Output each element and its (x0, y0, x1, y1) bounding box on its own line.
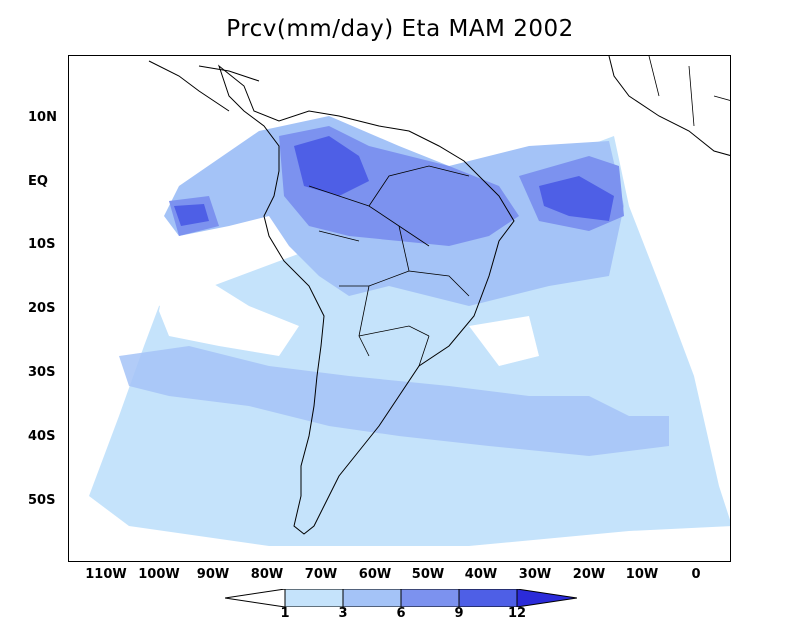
colorbar-label-9: 9 (454, 606, 464, 621)
colorbar-segment-9-12 (458, 589, 518, 607)
y-axis-label-50s: 50S (28, 493, 56, 508)
colorbar-segment-3-6 (342, 589, 402, 607)
precip-map (89, 56, 730, 546)
x-axis-label-50w: 50W (411, 567, 445, 582)
south-america-coastline (217, 64, 515, 535)
colorbar (225, 589, 577, 607)
map-title: Prcv(mm/day) Eta MAM 2002 (226, 16, 574, 42)
x-axis-label-10w: 10W (625, 567, 659, 582)
y-axis-label-20s: 20S (28, 301, 56, 316)
precip-level-4-area (294, 136, 369, 196)
africa-borders (648, 56, 730, 127)
x-axis-label-40w: 40W (464, 567, 498, 582)
y-axis-label-10n: 10N (28, 110, 57, 125)
dry-area (159, 256, 299, 356)
colorbar-segment-6-9 (400, 589, 460, 607)
precip-level-4-area (174, 204, 209, 226)
x-axis-label-20w: 20W (572, 567, 606, 582)
colorbar-label-6: 6 (396, 606, 406, 621)
x-axis-label-90w: 90W (196, 567, 230, 582)
x-axis-label-70w: 70W (304, 567, 338, 582)
y-axis-label-eq: EQ (28, 174, 48, 189)
y-axis-label-40s: 40S (28, 429, 56, 444)
dry-area (469, 316, 539, 366)
y-axis-label-30s: 30S (28, 365, 56, 380)
country-borders (308, 165, 470, 367)
x-axis-label-0: 0 (691, 567, 701, 582)
y-axis-label-10s: 10S (28, 237, 56, 252)
colorbar-label-12: 12 (507, 606, 527, 621)
precip-level-4-area (539, 176, 614, 221)
x-axis-label-30w: 30W (518, 567, 552, 582)
x-axis-label-100w: 100W (138, 567, 180, 582)
central-america-coastline (148, 60, 260, 112)
africa-coastline (608, 56, 730, 156)
x-axis-label-110w: 110W (85, 567, 127, 582)
colorbar-label-1: 1 (280, 606, 290, 621)
precip-level-2-area (119, 346, 669, 456)
colorbar-segment-below-1 (225, 589, 286, 607)
x-axis-label-60w: 60W (358, 567, 392, 582)
x-axis-label-80w: 80W (250, 567, 284, 582)
colorbar-label-3: 3 (338, 606, 348, 621)
colorbar-segment-1-3 (284, 589, 344, 607)
colorbar-segment-above-12 (516, 589, 577, 607)
map-panel (68, 55, 731, 562)
